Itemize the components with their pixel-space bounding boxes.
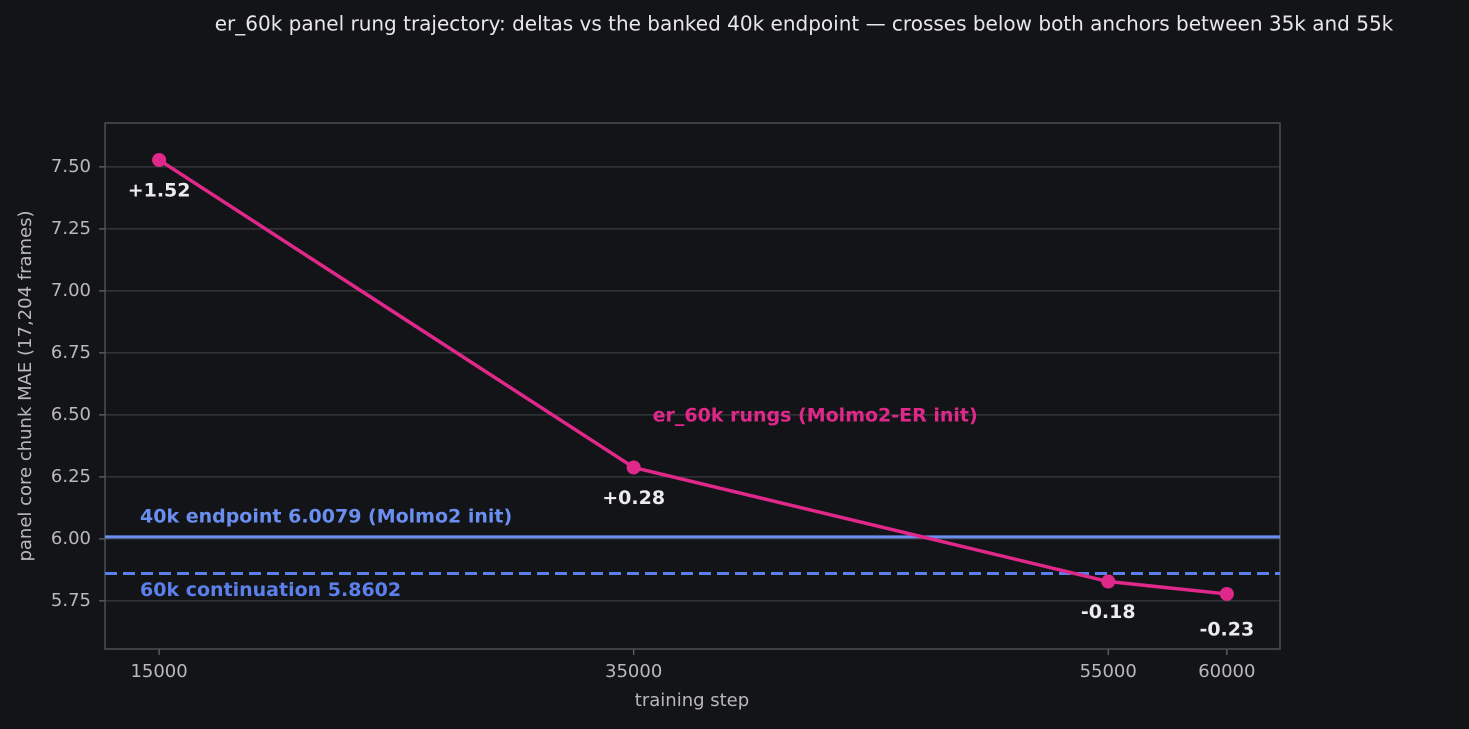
data-point <box>626 460 641 475</box>
data-point <box>1101 574 1116 589</box>
series-label: er_60k rungs (Molmo2-ER init) <box>653 404 978 426</box>
y-tick-label: 6.75 <box>51 342 91 363</box>
y-tick-label: 6.50 <box>51 404 91 425</box>
delta-label: -0.18 <box>1081 601 1136 623</box>
chart-title: er_60k panel rung trajectory: deltas vs … <box>215 12 1394 36</box>
x-tick-label: 60000 <box>1198 661 1255 682</box>
y-tick-label: 7.50 <box>51 156 91 177</box>
y-tick-label: 7.00 <box>51 280 91 301</box>
y-tick-label: 5.75 <box>51 590 91 611</box>
x-axis-label: training step <box>635 690 749 711</box>
reference-label: 40k endpoint 6.0079 (Molmo2 init) <box>140 505 512 527</box>
delta-label: -0.23 <box>1199 618 1254 640</box>
plot-frame <box>104 122 1281 650</box>
y-tick-label: 6.25 <box>51 466 91 487</box>
reference-label: 60k continuation 5.8602 <box>140 579 401 601</box>
y-axis-label: panel core chunk MAE (17,204 frames) <box>15 210 36 561</box>
data-point <box>152 152 167 167</box>
x-tick-label: 55000 <box>1080 661 1137 682</box>
x-tick-label: 35000 <box>605 661 662 682</box>
y-tick-label: 7.25 <box>51 218 91 239</box>
y-tick-label: 6.00 <box>51 528 91 549</box>
data-point <box>1219 586 1234 601</box>
series-line <box>158 158 1228 596</box>
delta-label: +0.28 <box>602 487 665 509</box>
x-tick-label: 15000 <box>130 661 187 682</box>
delta-label: +1.52 <box>128 179 191 201</box>
